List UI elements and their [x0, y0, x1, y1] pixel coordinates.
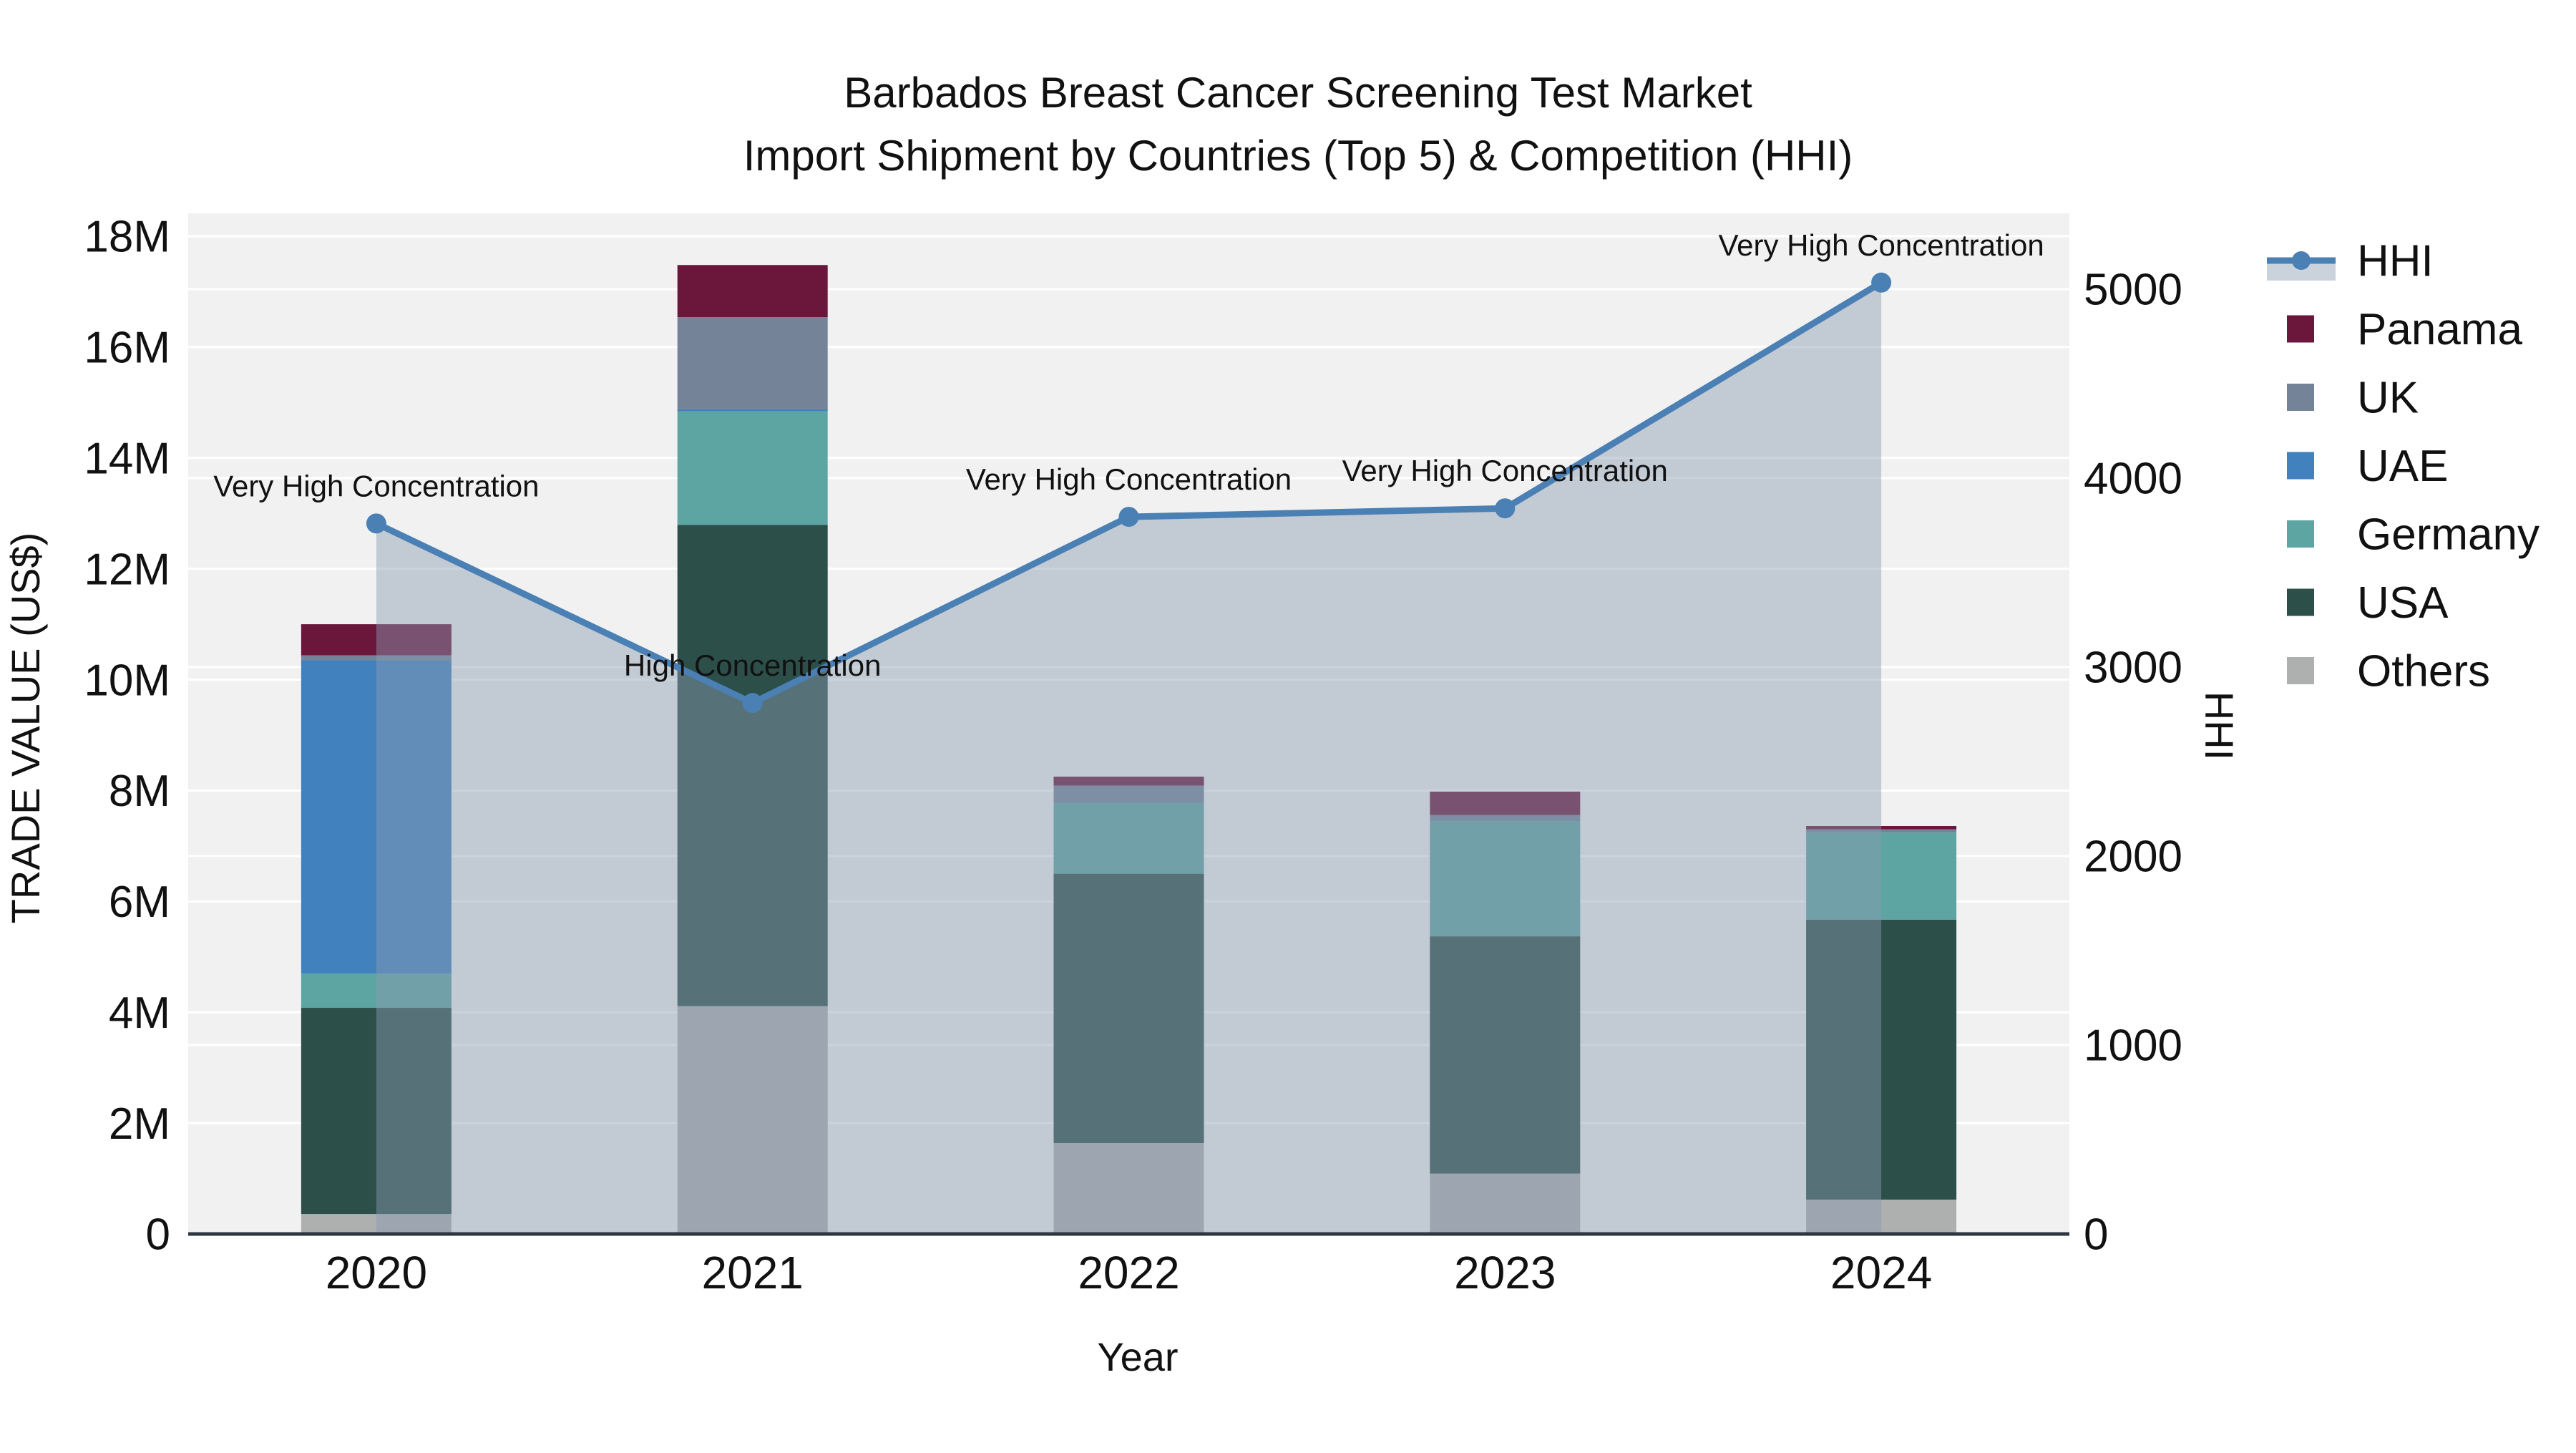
- legend-item-others[interactable]: Others: [2287, 647, 2490, 696]
- x-tick-2021: 2021: [702, 1247, 804, 1298]
- y-right-tick: 0: [2084, 1210, 2108, 1260]
- x-tick-2020: 2020: [326, 1247, 427, 1298]
- y-left-tick: 4M: [109, 988, 170, 1038]
- bar-segment-2024-usa: [1806, 919, 1957, 1200]
- bar-segment-2023-germany: [1430, 821, 1581, 937]
- hhi-area-fill: [376, 282, 1882, 1234]
- annotation-2021: High Concentration: [624, 648, 882, 682]
- bar-segment-2021-germany: [677, 411, 828, 525]
- bar-segment-2024-others: [1806, 1199, 1957, 1234]
- bar-segment-2020-usa: [301, 1008, 452, 1215]
- annotation-2024: Very High Concentration: [1718, 228, 2044, 262]
- bar-segment-2022-germany: [1053, 802, 1204, 874]
- x-tick-2023: 2023: [1454, 1247, 1556, 1298]
- y-left-tick: 2M: [109, 1099, 170, 1149]
- hhi-marker-2020: [366, 513, 386, 534]
- annotation-2020: Very High Concentration: [213, 469, 539, 502]
- y-right-axis-title: HHI: [2197, 691, 2242, 760]
- bar-segment-2020-panama: [301, 624, 452, 656]
- x-axis-title: Year: [1097, 1334, 1178, 1379]
- bar-segment-2020-germany: [301, 973, 452, 1009]
- legend-hhi-marker-sample: [2292, 251, 2311, 270]
- bar-segment-2020-others: [301, 1214, 452, 1234]
- hhi-marker-2021: [742, 693, 763, 714]
- legend: HHI Panama UK UAE Germany USA Others: [2267, 237, 2540, 696]
- legend-label-uae: UAE: [2357, 442, 2448, 491]
- hhi-marker-2024: [1871, 272, 1892, 293]
- legend-item-panama[interactable]: Panama: [2287, 305, 2522, 354]
- y-left-tick: 6M: [109, 878, 170, 927]
- bar-segment-2024-germany: [1806, 832, 1957, 920]
- legend-item-uae[interactable]: UAE: [2287, 442, 2448, 491]
- legend-item-uk[interactable]: UK: [2287, 374, 2419, 423]
- annotation-2023: Very High Concentration: [1342, 454, 1668, 487]
- legend-item-germany[interactable]: Germany: [2287, 510, 2540, 560]
- plot-area: Very High Concentration High Concentratio…: [84, 213, 2182, 1298]
- bar-segment-2024-uk: [1806, 829, 1957, 833]
- chart-title-line2: Import Shipment by Countries (Top 5) & C…: [743, 132, 1853, 180]
- bar-segment-2024-panama: [1806, 826, 1957, 830]
- bar-segment-2022-uk: [1053, 785, 1204, 803]
- bar-segment-2023-panama: [1430, 791, 1581, 815]
- y-left-tick: 0: [146, 1210, 170, 1260]
- y-right-tick: 1000: [2084, 1021, 2182, 1071]
- legend-swatch-germany: [2287, 520, 2314, 548]
- bar-segment-2021-uk: [677, 317, 828, 409]
- bar-segment-2023-others: [1430, 1173, 1581, 1234]
- y-left-tick: 14M: [84, 434, 170, 483]
- legend-swatch-others: [2287, 657, 2314, 684]
- legend-item-hhi[interactable]: HHI: [2267, 237, 2434, 286]
- y-right-tick: 3000: [2084, 643, 2182, 693]
- annotation-2022: Very High Concentration: [966, 462, 1292, 496]
- legend-label-hhi: HHI: [2357, 237, 2434, 286]
- y-left-tick: 8M: [109, 767, 170, 816]
- y-left-tick: 18M: [84, 213, 170, 262]
- x-tick-2024: 2024: [1830, 1247, 1932, 1298]
- y-left-tick: 12M: [84, 545, 170, 594]
- y-left-tick: 10M: [84, 656, 170, 705]
- bar-segment-2021-panama: [677, 265, 828, 318]
- y-right-tick: 5000: [2084, 266, 2182, 315]
- y-left-axis-title: TRADE VALUE (US$): [3, 533, 48, 924]
- bar-segment-2021-uae: [677, 409, 828, 412]
- legend-swatch-uae: [2287, 452, 2314, 480]
- chart-title-line1: Barbados Breast Cancer Screening Test Ma…: [844, 69, 1752, 117]
- legend-label-usa: USA: [2357, 578, 2449, 628]
- bar-segment-2021-others: [677, 1006, 828, 1234]
- hhi-marker-2022: [1118, 507, 1139, 528]
- legend-label-germany: Germany: [2357, 510, 2540, 560]
- y-right-tick: 4000: [2084, 455, 2182, 504]
- bar-segment-2020-uk: [301, 655, 452, 661]
- bar-segment-2023-usa: [1430, 936, 1581, 1174]
- bar-segment-2022-usa: [1053, 873, 1204, 1143]
- hhi-marker-2023: [1495, 498, 1516, 519]
- bar-segment-2023-uk: [1430, 815, 1581, 822]
- legend-swatch-uk: [2287, 384, 2314, 411]
- legend-label-uk: UK: [2357, 374, 2419, 423]
- bar-segment-2022-panama: [1053, 777, 1204, 786]
- bar-segment-2021-usa: [677, 525, 828, 1006]
- legend-item-usa[interactable]: USA: [2287, 578, 2449, 628]
- legend-label-others: Others: [2357, 647, 2490, 696]
- legend-swatch-panama: [2287, 315, 2314, 343]
- bar-segment-2022-others: [1053, 1142, 1204, 1234]
- x-tick-2022: 2022: [1078, 1247, 1179, 1298]
- legend-label-panama: Panama: [2357, 305, 2522, 354]
- y-right-tick: 2000: [2084, 832, 2182, 882]
- bar-segment-2020-uae: [301, 660, 452, 974]
- y-left-tick: 16M: [84, 324, 170, 373]
- legend-swatch-usa: [2287, 588, 2314, 616]
